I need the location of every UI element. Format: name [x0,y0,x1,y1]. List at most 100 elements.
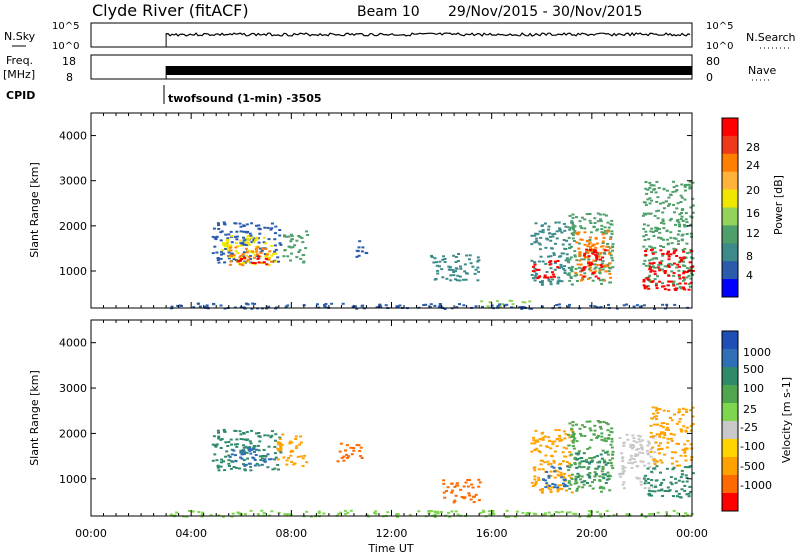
scatter-cell [677,410,681,413]
scatter-cell [533,484,537,487]
scatter-cell [527,511,531,514]
scatter-cell [594,306,598,308]
scatter-cell [654,409,658,412]
scatter-cell [553,440,557,443]
scatter-cell [553,275,556,278]
scatter-cell [588,427,592,430]
scatter-cell [438,304,442,307]
scatter-cell [691,197,695,200]
scatter-cell [656,217,660,220]
scatter-cell [644,474,648,477]
scatter-cell [683,185,687,188]
scatter-cell [567,469,571,472]
scatter-cell [224,233,228,236]
scatter-cell [588,239,592,241]
scatter-cell [545,471,549,473]
scatter-cell [659,424,663,427]
scatter-cell [216,429,220,432]
colorbar-box [722,135,738,155]
scatter-cell [541,431,545,434]
scatter-cell [262,236,266,239]
scatter-cell [589,269,593,272]
scatter-cell [610,232,614,235]
scatter-cell [453,485,457,488]
scatter-cell [596,212,600,215]
scatter-cell [417,510,421,513]
x-tick-label: 16:00 [476,527,508,540]
scatter-cell [261,247,265,250]
scatter-cell [255,253,259,256]
scatter-cell [316,303,319,306]
scatter-cell [657,187,661,189]
scatter-cell [681,407,685,410]
scatter-cell [274,248,278,251]
scatter-cell [685,493,689,496]
scatter-cell [274,225,278,228]
scatter-cell [622,469,626,472]
scatter-cell [582,466,586,468]
scatter-cell [646,444,650,447]
scatter-cell [553,260,557,263]
scatter-cell [230,255,233,258]
scatter-cell [452,274,456,277]
scatter-cell [540,282,544,284]
scatter-cell [596,461,600,464]
scatter-cell [216,464,220,467]
scatter-cell [528,307,532,310]
scatter-cell [560,476,564,479]
scatter-cell [601,268,605,271]
scatter-cell [541,478,545,481]
scatter-cell [276,443,280,446]
scatter-cell [215,459,219,462]
scatter-cell [670,439,674,442]
scatter-cell [593,424,597,427]
scatter-cell [649,448,653,451]
scatter-cell [338,450,342,453]
scatter-cell [604,463,608,466]
scatter-cell [239,230,243,233]
scatter-cell [474,268,478,271]
scatter-cell [262,241,266,244]
scatter-cell [587,514,591,516]
scatter-cell [290,235,294,238]
scatter-cell [653,273,657,276]
scatter-cell [675,422,679,425]
scatter-cell [573,482,577,485]
scatter-cell [192,306,196,309]
scatter-cell [603,264,607,267]
scatter-cell [200,513,204,516]
scatter-cell [211,459,215,462]
scatter-cell [684,408,688,411]
scatter-cell [242,459,246,462]
scatter-cell [601,465,605,468]
scatter-cell [243,261,247,264]
scatter-cell [234,466,238,469]
scatter-cell [654,441,658,444]
scatter-cell [543,435,547,438]
scatter-cell [593,267,597,270]
scatter-cell [299,455,303,458]
scatter-cell [630,457,633,460]
scatter-cell [285,513,289,516]
scatter-cell [653,270,657,273]
scatter-cell [522,306,526,309]
scatter-cell [567,226,571,229]
scatter-cell [245,237,249,240]
scatter-cell [436,510,440,513]
scatter-cell [632,305,636,308]
scatter-cell [594,260,598,262]
scatter-cell [637,438,641,441]
scatter-cell [448,268,452,271]
scatter-cell [593,222,597,224]
colorbar-box [722,153,738,173]
scatter-cell [428,306,432,309]
scatter-cell [577,452,581,455]
scatter-cell [632,437,636,440]
scatter-cell [634,453,638,456]
scatter-cell [220,253,223,256]
scatter-cell [641,439,644,442]
velocity-cbar-tick: -1000 [740,479,772,492]
scatter-cell [641,460,645,463]
scatter-cell [688,180,692,183]
scatter-cell [234,246,238,249]
